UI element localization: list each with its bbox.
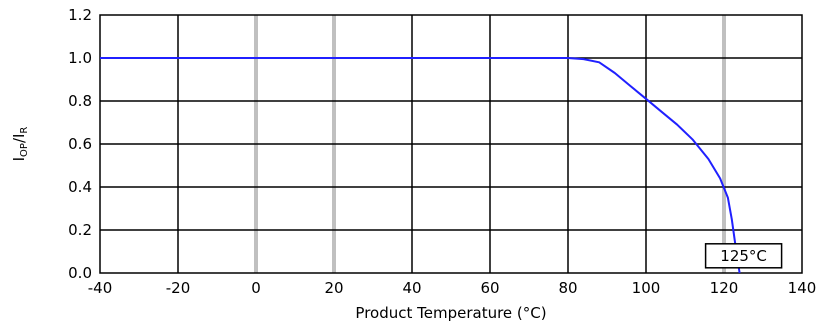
annotation-label: 125°C [720, 247, 767, 265]
series-line [100, 57, 741, 274]
y-tick-label: 0.0 [68, 264, 92, 282]
x-tick-label: 60 [480, 279, 499, 297]
y-axis-title: IOP/IR [10, 127, 30, 162]
y-tick-label: 0.8 [68, 92, 92, 110]
y-tick-label: 1.2 [68, 6, 92, 24]
y-tick-labels: 0.0 0.2 0.4 0.6 0.8 1.0 1.2 [68, 6, 92, 282]
y-axis-title-sub1: OP [19, 143, 30, 157]
y-axis-title-main: I [10, 157, 28, 161]
x-tick-label: 100 [632, 279, 661, 297]
y-axis-title-mid: /I [10, 134, 28, 143]
plot-frame [99, 14, 803, 274]
y-tick-label: 0.6 [68, 135, 92, 153]
x-tick-label: 20 [324, 279, 343, 297]
y-tick-label: 0.4 [68, 178, 92, 196]
x-tick-label: 120 [710, 279, 739, 297]
x-tick-label: 0 [251, 279, 261, 297]
annotation: 125°C [704, 243, 783, 269]
y-tick-label: 1.0 [68, 49, 92, 67]
x-tick-labels: -40 -20 0 20 40 60 80 100 120 140 [88, 279, 817, 297]
y-tick-label: 0.2 [68, 221, 92, 239]
annotation-box [704, 243, 783, 269]
x-tick-label: -40 [88, 279, 113, 297]
y-axis-title-sub2: R [19, 127, 30, 134]
x-axis-title: Product Temperature (°C) [355, 304, 546, 322]
x-tick-label: 140 [788, 279, 817, 297]
x-tick-label: 80 [558, 279, 577, 297]
x-tick-label: 40 [402, 279, 421, 297]
x-tick-label: -20 [166, 279, 191, 297]
series [100, 57, 741, 274]
